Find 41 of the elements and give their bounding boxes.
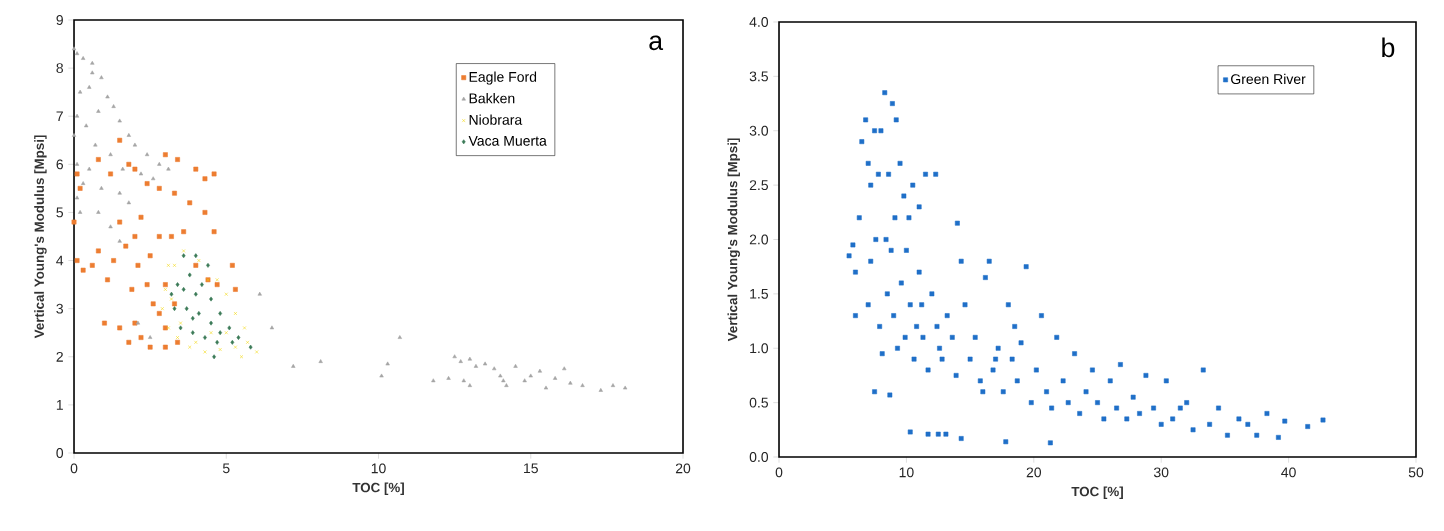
- y-axis-title: Vertical Young's Modulus [Mpsi]: [727, 138, 740, 342]
- annotation: b: [1382, 37, 1395, 58]
- x-tick-label: 5: [222, 463, 230, 474]
- x-tick-label: 40: [1281, 467, 1296, 478]
- x-tick-label: 20: [675, 463, 691, 474]
- y-tick-label: 0.0: [749, 452, 769, 462]
- y-tick-label: 1: [56, 400, 63, 410]
- x-axis-title: TOC [%]: [1071, 486, 1123, 499]
- legend-label: Eagle Ford: [469, 71, 537, 85]
- y-tick-label: 8: [56, 63, 63, 74]
- y-tick-label: 0: [56, 448, 64, 458]
- y-tick-label: 2.0: [749, 234, 769, 245]
- annotation: a: [649, 35, 664, 51]
- legend-label: Bakken: [469, 93, 515, 104]
- y-tick-label: 6: [56, 159, 63, 170]
- y-tick-label: 1.0: [750, 343, 769, 354]
- legend-label: Green River: [1231, 73, 1306, 85]
- y-tick-label: 3: [56, 303, 63, 314]
- y-tick-label: 3.5: [749, 71, 769, 82]
- x-tick-label: 15: [524, 463, 538, 474]
- y-tick-label: 7: [56, 111, 63, 122]
- y-tick-label: 4.0: [749, 17, 769, 27]
- y-tick-label: 3.0: [749, 125, 769, 136]
- y-tick-label: 4: [56, 255, 64, 266]
- x-tick-label: 20: [1026, 467, 1042, 478]
- x-tick-label: 30: [1153, 467, 1169, 478]
- x-tick-label: 10: [371, 463, 386, 474]
- x-axis-title: TOC [%]: [352, 482, 404, 495]
- y-tick-label: 9: [56, 15, 63, 25]
- y-axis-title: Vertical Young's Modulus [Mpsi]: [34, 135, 47, 339]
- y-tick-label: 0.5: [749, 397, 769, 408]
- x-tick-label: 0: [70, 463, 78, 474]
- y-tick-label: 5: [56, 207, 64, 218]
- y-tick-label: 1.5: [750, 288, 769, 299]
- legend-label: Vaca Muerta: [468, 136, 547, 146]
- legend-label: Niobrara: [469, 114, 523, 125]
- x-tick-label: 0: [775, 467, 783, 478]
- x-tick-label: 10: [899, 467, 914, 478]
- y-tick-label: 2.5: [749, 180, 769, 191]
- y-tick-label: 2: [56, 351, 63, 362]
- x-tick-label: 50: [1408, 467, 1424, 478]
